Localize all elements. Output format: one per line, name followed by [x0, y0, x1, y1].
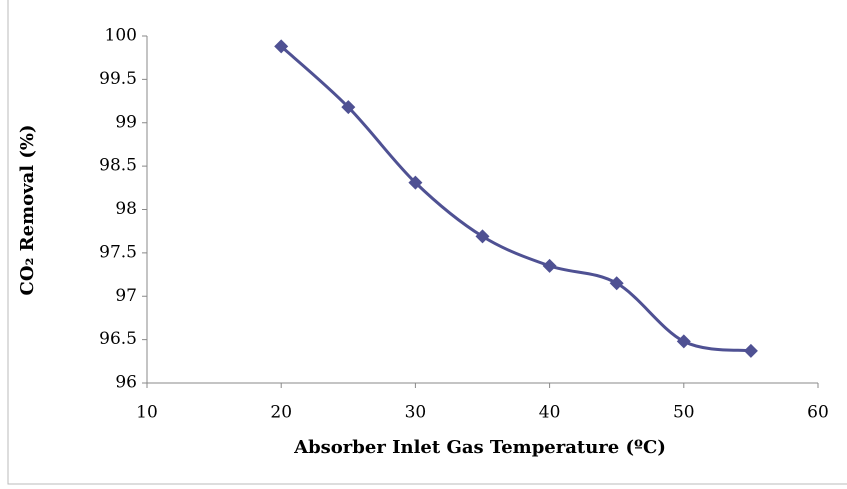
- y-tick-label: 97: [115, 286, 137, 306]
- data-marker: [475, 229, 490, 244]
- y-tick-label: 98: [115, 199, 137, 219]
- x-tick-label: 50: [673, 403, 695, 423]
- y-tick-label: 97.5: [99, 242, 137, 262]
- x-axis-label: Absorber Inlet Gas Temperature (ºC): [293, 437, 666, 458]
- data-marker: [609, 276, 624, 291]
- data-marker: [408, 175, 423, 190]
- y-tick-label: 100: [105, 26, 137, 46]
- data-marker: [676, 334, 691, 349]
- x-tick-label: 60: [807, 403, 829, 423]
- y-tick-label: 98.5: [99, 156, 137, 176]
- y-axis-label: CO₂ Removal (%): [17, 125, 38, 296]
- y-tick-label: 96.5: [99, 329, 137, 349]
- data-marker: [743, 343, 758, 358]
- x-tick-label: 40: [539, 403, 561, 423]
- x-tick-label: 10: [136, 403, 158, 423]
- y-tick-label: 99.5: [99, 69, 137, 89]
- y-tick-label: 96: [115, 373, 137, 393]
- x-tick-label: 20: [270, 403, 292, 423]
- data-marker: [341, 100, 356, 115]
- data-line: [280, 45, 752, 353]
- data-marker: [274, 39, 289, 54]
- chart-frame: [7, 0, 847, 485]
- y-tick-label: 99: [115, 112, 137, 132]
- x-tick-label: 30: [405, 403, 427, 423]
- data-marker: [542, 258, 557, 273]
